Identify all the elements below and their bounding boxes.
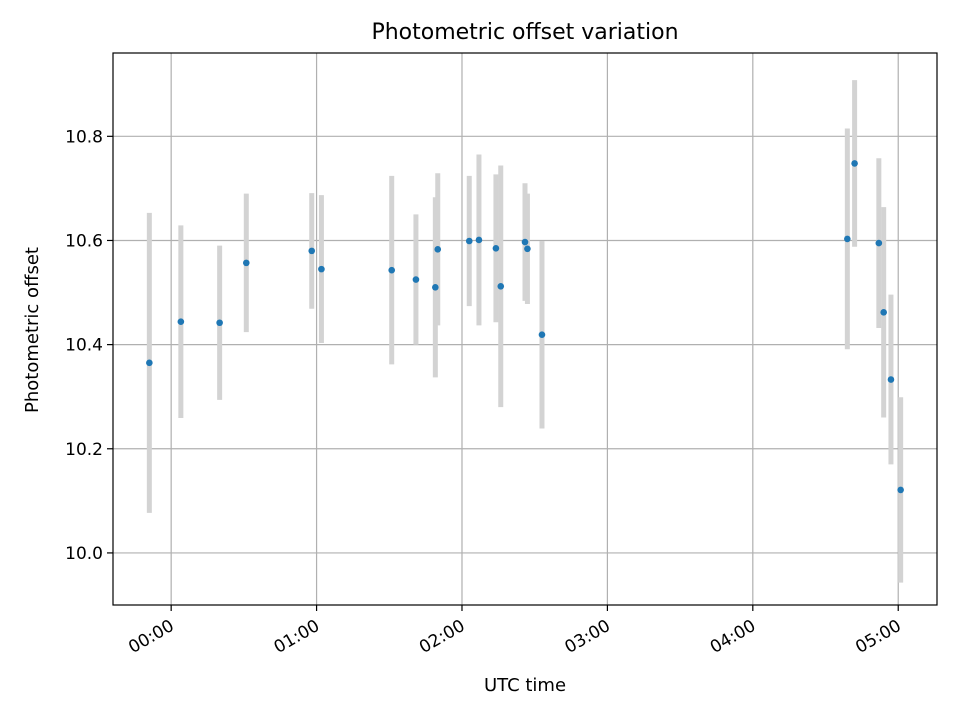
y-tick-label: 10.0: [65, 544, 103, 564]
data-point: [851, 160, 858, 167]
y-tick-label: 10.2: [65, 440, 103, 460]
y-tick-label: 10.8: [65, 127, 103, 147]
error-bars: [146, 80, 904, 583]
y-axis-label: Photometric offset: [22, 247, 43, 413]
x-tick-label: 05:00: [852, 616, 904, 658]
x-tick-label: 03:00: [561, 616, 613, 658]
data-point: [844, 235, 851, 243]
x-axis-ticks: 00:00 01:00 02:00 03:00 04:00 05:00: [125, 605, 905, 658]
data-point: [146, 359, 153, 367]
data-point: [524, 245, 531, 253]
data-point: [465, 237, 473, 245]
data-point: [177, 318, 185, 326]
x-tick-label: 00:00: [125, 616, 177, 658]
x-tick-label: 04:00: [707, 616, 759, 658]
data-point: [521, 238, 529, 246]
data-point: [475, 236, 483, 244]
data-point: [880, 309, 887, 316]
data-point: [388, 266, 396, 274]
x-tick-label: 01:00: [271, 616, 323, 658]
chart-title: Photometric offset variation: [371, 20, 678, 45]
y-tick-label: 10.6: [65, 231, 103, 251]
data-point: [497, 282, 505, 290]
data-point: [897, 486, 904, 494]
data-point: [875, 239, 883, 247]
y-tick-label: 10.4: [65, 336, 103, 356]
x-tick-label: 02:00: [416, 616, 468, 658]
data-point: [432, 284, 439, 291]
x-axis-label: UTC time: [484, 675, 566, 696]
data-point: [318, 265, 325, 273]
data-point: [538, 331, 546, 339]
data-point: [492, 244, 500, 252]
data-point: [216, 319, 223, 327]
data-point: [242, 259, 250, 267]
data-point: [308, 247, 316, 255]
y-axis-ticks: 10.0 10.2 10.4 10.6 10.8: [65, 127, 113, 564]
grid: [113, 53, 937, 605]
plot-frame: [112, 52, 938, 606]
data-point: [434, 246, 442, 253]
data-point: [887, 376, 895, 383]
data-points: [146, 160, 904, 494]
data-point: [412, 276, 420, 283]
